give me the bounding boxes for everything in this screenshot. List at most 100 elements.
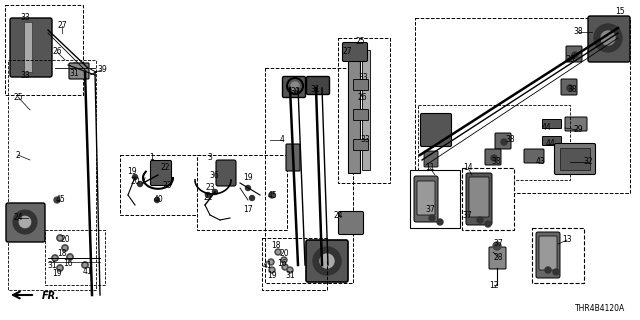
Circle shape bbox=[437, 219, 443, 225]
FancyBboxPatch shape bbox=[10, 18, 52, 77]
Circle shape bbox=[291, 82, 299, 90]
FancyBboxPatch shape bbox=[417, 181, 435, 215]
Text: 27: 27 bbox=[57, 21, 67, 30]
Bar bbox=[338, 38, 390, 183]
FancyBboxPatch shape bbox=[539, 236, 557, 270]
Circle shape bbox=[493, 242, 501, 250]
Text: 18: 18 bbox=[57, 249, 67, 258]
Text: 13: 13 bbox=[562, 236, 572, 244]
Text: 12: 12 bbox=[489, 281, 499, 290]
Circle shape bbox=[61, 244, 68, 252]
Circle shape bbox=[284, 266, 287, 268]
Circle shape bbox=[56, 265, 63, 271]
Circle shape bbox=[81, 261, 88, 268]
Circle shape bbox=[53, 256, 57, 260]
FancyBboxPatch shape bbox=[353, 109, 369, 121]
Text: 43: 43 bbox=[535, 157, 545, 166]
Text: 37: 37 bbox=[425, 205, 435, 214]
Text: 27: 27 bbox=[342, 47, 352, 57]
Text: THR4B4120A: THR4B4120A bbox=[575, 304, 625, 313]
Text: 23: 23 bbox=[205, 183, 215, 193]
Text: 45: 45 bbox=[267, 191, 277, 201]
FancyBboxPatch shape bbox=[495, 133, 511, 149]
Text: 3: 3 bbox=[207, 153, 212, 162]
FancyBboxPatch shape bbox=[469, 177, 489, 217]
Bar bbox=[532, 228, 584, 283]
Text: 37: 37 bbox=[462, 211, 472, 220]
Text: 20: 20 bbox=[130, 178, 140, 187]
Bar bbox=[348, 48, 360, 173]
Text: 31: 31 bbox=[69, 69, 79, 78]
Text: 44: 44 bbox=[541, 124, 551, 132]
FancyBboxPatch shape bbox=[485, 149, 501, 165]
Text: 16: 16 bbox=[277, 260, 287, 268]
Circle shape bbox=[205, 193, 211, 197]
Circle shape bbox=[281, 257, 287, 263]
FancyBboxPatch shape bbox=[543, 137, 561, 146]
Text: 37: 37 bbox=[493, 239, 503, 249]
Circle shape bbox=[545, 267, 551, 273]
Circle shape bbox=[477, 217, 483, 223]
Text: 29: 29 bbox=[573, 125, 583, 134]
Text: 41: 41 bbox=[262, 260, 272, 269]
Text: FR.: FR. bbox=[42, 291, 60, 301]
Text: 44: 44 bbox=[545, 139, 555, 148]
Circle shape bbox=[19, 216, 31, 228]
Circle shape bbox=[68, 255, 72, 259]
Text: 38: 38 bbox=[567, 85, 577, 94]
FancyBboxPatch shape bbox=[286, 144, 300, 171]
Circle shape bbox=[287, 267, 293, 273]
FancyBboxPatch shape bbox=[282, 76, 305, 98]
Text: 31: 31 bbox=[285, 270, 295, 279]
Text: 36: 36 bbox=[209, 171, 219, 180]
FancyBboxPatch shape bbox=[150, 161, 172, 186]
Circle shape bbox=[269, 192, 275, 198]
Circle shape bbox=[313, 247, 341, 275]
Circle shape bbox=[51, 254, 58, 261]
FancyBboxPatch shape bbox=[424, 151, 438, 167]
Text: 24: 24 bbox=[13, 213, 23, 222]
Circle shape bbox=[594, 24, 622, 52]
Circle shape bbox=[83, 263, 87, 267]
Circle shape bbox=[138, 181, 143, 187]
FancyBboxPatch shape bbox=[420, 114, 451, 147]
Text: 1: 1 bbox=[150, 153, 154, 162]
Text: 2: 2 bbox=[15, 150, 20, 159]
Text: 33: 33 bbox=[20, 70, 30, 79]
FancyBboxPatch shape bbox=[6, 203, 45, 242]
Text: 23: 23 bbox=[162, 181, 172, 190]
Bar bbox=[120, 155, 205, 215]
Circle shape bbox=[282, 264, 288, 270]
Circle shape bbox=[58, 236, 62, 240]
FancyBboxPatch shape bbox=[588, 16, 630, 62]
Text: 19: 19 bbox=[52, 269, 62, 278]
FancyBboxPatch shape bbox=[307, 76, 330, 94]
FancyBboxPatch shape bbox=[339, 212, 364, 235]
Bar bbox=[362, 50, 370, 170]
Bar bbox=[45, 230, 105, 285]
Text: 38: 38 bbox=[505, 135, 515, 145]
Bar bbox=[462, 168, 514, 230]
Text: 25: 25 bbox=[355, 37, 365, 46]
Circle shape bbox=[269, 267, 275, 273]
Text: 17: 17 bbox=[243, 205, 253, 214]
Circle shape bbox=[601, 31, 615, 45]
Circle shape bbox=[429, 215, 435, 221]
Text: 16: 16 bbox=[63, 259, 73, 268]
Text: 25: 25 bbox=[13, 92, 23, 101]
FancyBboxPatch shape bbox=[69, 63, 89, 79]
Text: 45: 45 bbox=[55, 196, 65, 204]
Circle shape bbox=[320, 254, 334, 268]
Text: 33: 33 bbox=[360, 135, 370, 145]
FancyBboxPatch shape bbox=[306, 240, 348, 282]
Text: 22: 22 bbox=[204, 194, 212, 203]
Text: 39: 39 bbox=[290, 87, 300, 97]
Circle shape bbox=[491, 155, 497, 161]
Circle shape bbox=[250, 196, 255, 201]
Circle shape bbox=[553, 269, 559, 275]
FancyBboxPatch shape bbox=[342, 43, 367, 61]
Text: 39: 39 bbox=[97, 66, 107, 75]
Bar bbox=[262, 238, 327, 290]
Text: 19: 19 bbox=[127, 167, 137, 177]
Text: 28: 28 bbox=[493, 252, 503, 261]
